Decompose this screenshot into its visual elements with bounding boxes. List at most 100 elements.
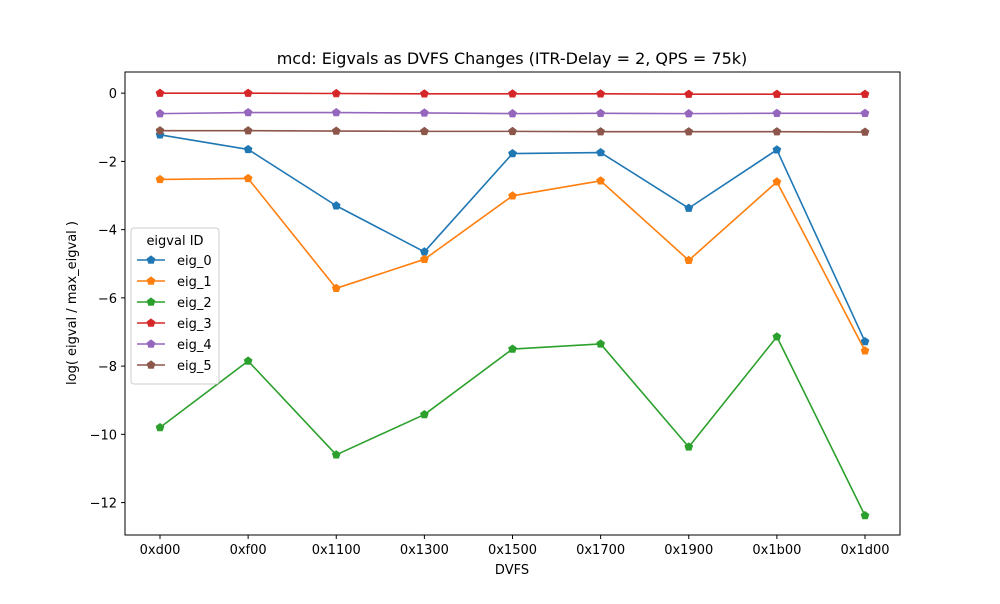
data-point — [860, 336, 870, 346]
data-point — [684, 89, 694, 98]
data-point — [508, 191, 517, 200]
x-tick-label: 0x1100 — [312, 543, 361, 558]
series-eig-1 — [155, 173, 870, 355]
legend-marker — [146, 276, 156, 285]
chart-title: mcd: Eigvals as DVFS Changes (ITR-Delay … — [277, 49, 748, 68]
data-point — [860, 89, 870, 98]
data-point — [155, 174, 165, 184]
y-tick-label: −12 — [90, 497, 117, 512]
data-point — [860, 510, 870, 520]
x-tick-label: 0xd00 — [140, 543, 181, 558]
data-point — [243, 173, 253, 183]
data-point — [596, 108, 605, 117]
series-eig-4 — [155, 108, 870, 118]
data-point — [420, 409, 429, 419]
data-point — [772, 332, 782, 341]
legend-label: eig_1 — [177, 275, 212, 290]
legend-marker — [146, 318, 156, 327]
legend-item: eig_1 — [137, 275, 212, 290]
x-tick-label: 0x1900 — [664, 543, 713, 558]
plot-area — [155, 88, 870, 520]
data-point — [420, 89, 429, 98]
series-eig-2 — [155, 332, 870, 520]
legend-label: eig_4 — [177, 338, 212, 353]
data-point — [508, 89, 517, 98]
data-point — [772, 127, 782, 136]
x-tick-label: 0xf00 — [230, 543, 267, 558]
legend: eigval ID eig_0 eig_1 eig_2 eig_3 eig_4 eig_5 — [130, 227, 220, 385]
data-point — [331, 283, 341, 293]
data-point — [508, 344, 517, 353]
x-tick-label: 0x1700 — [576, 543, 625, 558]
legend-item: eig_3 — [137, 317, 212, 332]
data-point — [155, 109, 165, 118]
legend-label: eig_3 — [177, 317, 212, 332]
data-point — [331, 88, 341, 98]
data-point — [860, 346, 870, 355]
data-point — [684, 127, 694, 136]
x-tick-label: 0x1b00 — [752, 543, 801, 558]
data-point — [420, 108, 429, 117]
data-point — [331, 201, 341, 210]
data-point — [155, 422, 165, 432]
legend-label: eig_5 — [177, 359, 212, 374]
data-point — [684, 255, 694, 265]
y-tick-label: −2 — [98, 155, 117, 170]
y-tick-label: −10 — [90, 428, 117, 443]
legend-label: eig_2 — [177, 296, 212, 311]
legend-item: eig_0 — [137, 254, 212, 269]
data-point — [155, 88, 165, 97]
legend-item: eig_4 — [137, 338, 212, 353]
series-eig-3 — [155, 88, 870, 98]
data-point — [596, 127, 605, 136]
data-point — [772, 89, 782, 98]
y-tick-label: −6 — [98, 292, 117, 307]
legend-item: eig_5 — [137, 359, 212, 374]
data-point — [508, 109, 517, 118]
legend-title: eigval ID — [146, 234, 203, 249]
data-point — [331, 126, 341, 135]
x-tick-label: 0x1500 — [488, 543, 537, 558]
data-point — [243, 144, 253, 154]
data-point — [508, 126, 517, 136]
data-point — [596, 147, 605, 157]
x-tick-label: 0x1d00 — [840, 543, 889, 558]
legend-marker — [146, 255, 156, 264]
series-eig-0 — [155, 130, 870, 346]
series-eig-5 — [155, 126, 870, 136]
data-point — [772, 177, 782, 186]
data-point — [243, 356, 253, 365]
legend-label: eig_0 — [177, 254, 212, 269]
data-point — [331, 450, 341, 459]
data-point — [243, 108, 253, 117]
data-point — [596, 339, 605, 348]
data-point — [420, 126, 429, 136]
data-point — [772, 145, 782, 154]
x-tick-label: 0x1300 — [400, 543, 449, 558]
data-point — [508, 148, 517, 158]
data-point — [243, 126, 253, 135]
data-point — [772, 108, 782, 117]
legend-marker — [146, 297, 156, 306]
legend-marker — [146, 360, 156, 369]
data-point — [684, 109, 694, 118]
data-point — [155, 126, 165, 135]
data-point — [331, 108, 341, 117]
y-axis-label: log( eigval / max_eigval ) — [65, 221, 80, 385]
data-point — [596, 89, 605, 98]
data-point — [684, 442, 694, 451]
data-point — [596, 176, 605, 185]
data-point — [420, 254, 429, 264]
x-axis-label: DVFS — [495, 563, 529, 578]
y-tick-label: −4 — [98, 224, 117, 239]
legend-item: eig_2 — [137, 296, 212, 311]
data-point — [860, 108, 870, 117]
y-tick-label: 0 — [109, 87, 117, 102]
legend-marker — [146, 339, 156, 348]
data-point — [860, 127, 870, 136]
data-point — [684, 203, 694, 212]
data-point — [243, 88, 253, 97]
y-tick-label: −8 — [98, 360, 117, 375]
